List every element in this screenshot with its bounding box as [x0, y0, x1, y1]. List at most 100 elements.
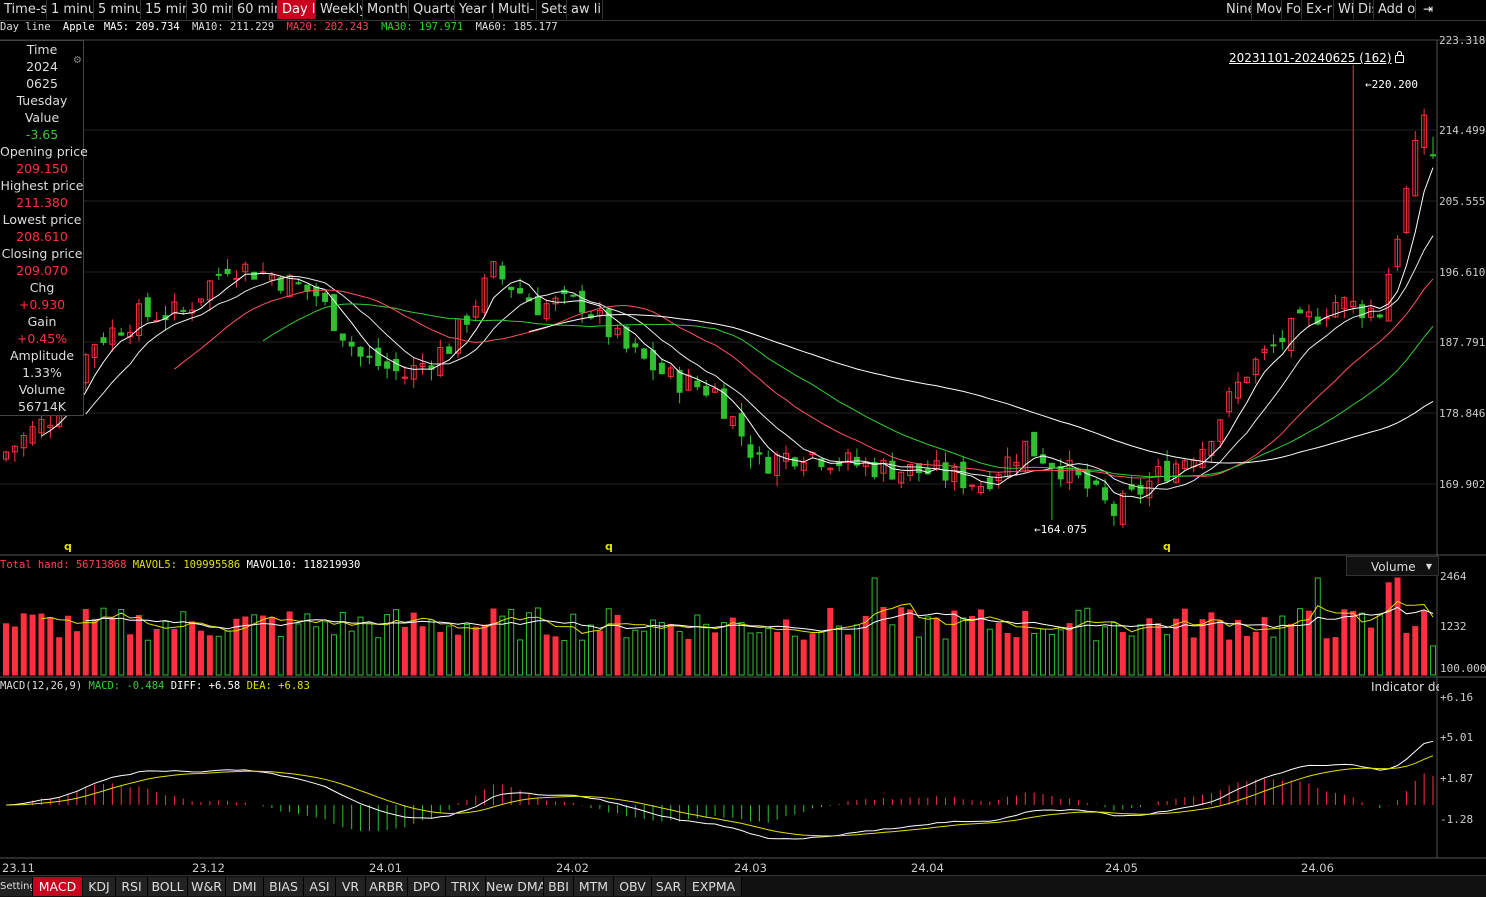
candle-body	[20, 434, 27, 449]
chart-option-tab[interactable]: Nine	[1222, 0, 1252, 19]
volume-bar	[1403, 632, 1410, 676]
period-tab[interactable]: 15 min	[141, 0, 187, 19]
volume-bar	[1022, 610, 1029, 676]
indicator-tab[interactable]: TRIX	[446, 877, 486, 896]
volume-bar	[845, 634, 852, 676]
chart-option-tab[interactable]: Ex-ri	[1302, 0, 1334, 19]
period-tab[interactable]: 30 min	[187, 0, 233, 19]
chart-option-tab[interactable]: Add op	[1374, 0, 1416, 19]
candle-body	[384, 361, 391, 369]
volume-bar	[605, 608, 612, 676]
volume-bar	[570, 613, 577, 676]
volume-bar	[534, 607, 541, 676]
chg-label: Chg	[29, 280, 55, 295]
macd-tick: +5.01	[1440, 731, 1474, 744]
period-tab[interactable]: Year l	[455, 0, 494, 19]
candle-body	[694, 380, 701, 388]
volume-bar	[20, 613, 27, 676]
indicator-tab[interactable]: DMI	[226, 877, 264, 896]
period-tab[interactable]: 1 minu	[47, 0, 94, 19]
volume-bar	[1279, 615, 1286, 676]
lock-icon[interactable]	[1394, 51, 1404, 63]
chart-option-tab[interactable]: Movi	[1252, 0, 1282, 19]
date-range-label[interactable]: 20231101-20240625 (162)	[1229, 51, 1404, 65]
macd-tick: +1.87	[1440, 772, 1474, 785]
indicator-tab[interactable]: Setting	[0, 877, 33, 896]
volume-bar	[658, 622, 665, 676]
chart-option-tab[interactable]: Wi	[1334, 0, 1354, 19]
candle-body	[1394, 238, 1401, 268]
indicator-tab[interactable]: VR	[336, 877, 366, 896]
chart-option-tab[interactable]: Dis	[1354, 0, 1374, 19]
indicator-tab[interactable]: SAR	[652, 877, 686, 896]
period-tab[interactable]: 5 minu	[94, 0, 141, 19]
indicator-tab[interactable]: BBI	[544, 877, 574, 896]
candle-body	[658, 362, 665, 375]
quarter-marker: q	[605, 540, 613, 553]
period-tab[interactable]: Weekly	[316, 0, 363, 19]
volume-bar	[782, 619, 789, 676]
candle-body	[889, 460, 896, 480]
x-axis-label: 24.03	[734, 861, 767, 875]
volume-bar	[1376, 613, 1383, 676]
volume-bar	[455, 634, 462, 676]
period-tab[interactable]: Time-s	[0, 0, 47, 19]
price-tick: 223.318	[1439, 34, 1486, 47]
x-axis-label: 24.01	[369, 861, 402, 875]
period-tab[interactable]: Sets	[537, 0, 567, 19]
volume-indicator-select[interactable]: Volume ▼	[1346, 556, 1439, 576]
volume-bar	[189, 621, 196, 676]
volume-bar	[1190, 637, 1197, 676]
candle-body	[38, 418, 45, 434]
volume-bar	[38, 613, 45, 676]
indicator-tab[interactable]: W&R	[188, 877, 226, 896]
period-tab[interactable]: Month	[363, 0, 409, 19]
period-tab[interactable]: Day li	[278, 0, 316, 19]
period-tab[interactable]: Multi-	[494, 0, 537, 19]
gear-icon[interactable]: ⚙	[73, 55, 82, 66]
indicator-tab[interactable]: OBV	[614, 877, 652, 896]
date-range-text: 20231101-20240625 (162)	[1229, 51, 1392, 65]
indicator-tab[interactable]: ARBR	[366, 877, 408, 896]
price-tick: 214.499	[1439, 124, 1486, 137]
indicator-tab[interactable]: MACD	[33, 877, 83, 896]
candle-body	[3, 451, 9, 460]
candle-body	[499, 265, 506, 280]
volume-bar	[1110, 622, 1117, 676]
indicator-tab[interactable]: BIAS	[264, 877, 304, 896]
volume-bar	[1270, 636, 1277, 676]
indicator-description-button[interactable]: Indicator de	[1371, 680, 1439, 694]
candle-body	[641, 348, 648, 359]
volume-bar	[481, 624, 488, 676]
candle-body	[348, 341, 355, 347]
indicator-tab[interactable]: ASI	[304, 877, 336, 896]
mavol5-value: MAVOL5: 109995586	[132, 559, 241, 571]
candle-body	[880, 459, 887, 474]
indicator-tab[interactable]: EXPMA	[686, 877, 742, 896]
period-tab[interactable]: Quarte	[409, 0, 455, 19]
volume-bar	[1367, 627, 1374, 676]
indicator-tab[interactable]: KDJ	[83, 877, 116, 896]
period-tab[interactable]: 60 min	[233, 0, 278, 19]
volume-bar	[268, 617, 275, 676]
indicator-tab[interactable]: MTM	[574, 877, 614, 896]
candle-body	[685, 374, 692, 391]
volume-bar	[109, 617, 116, 676]
candle-body	[1146, 480, 1153, 499]
indicator-tab[interactable]: RSI	[116, 877, 148, 896]
max-price-marker: ←220.200	[1365, 78, 1418, 91]
exit-icon[interactable]: ⇥	[1422, 2, 1434, 16]
candle-body	[676, 370, 683, 393]
indicator-tab[interactable]: BOLL	[148, 877, 188, 896]
volume-bar	[853, 624, 860, 676]
quarter-marker: q	[1163, 540, 1171, 553]
volume-bar	[596, 630, 603, 676]
volume-bar	[1084, 607, 1091, 676]
ma30-value: MA30: 197.971	[381, 21, 464, 33]
indicator-tab[interactable]: DPO	[408, 877, 446, 896]
period-tab[interactable]: aw lin	[567, 0, 603, 19]
chart-option-tab[interactable]: Fol	[1282, 0, 1302, 19]
volume-bar	[82, 608, 89, 676]
indicator-tab[interactable]: New DMA	[486, 877, 544, 896]
